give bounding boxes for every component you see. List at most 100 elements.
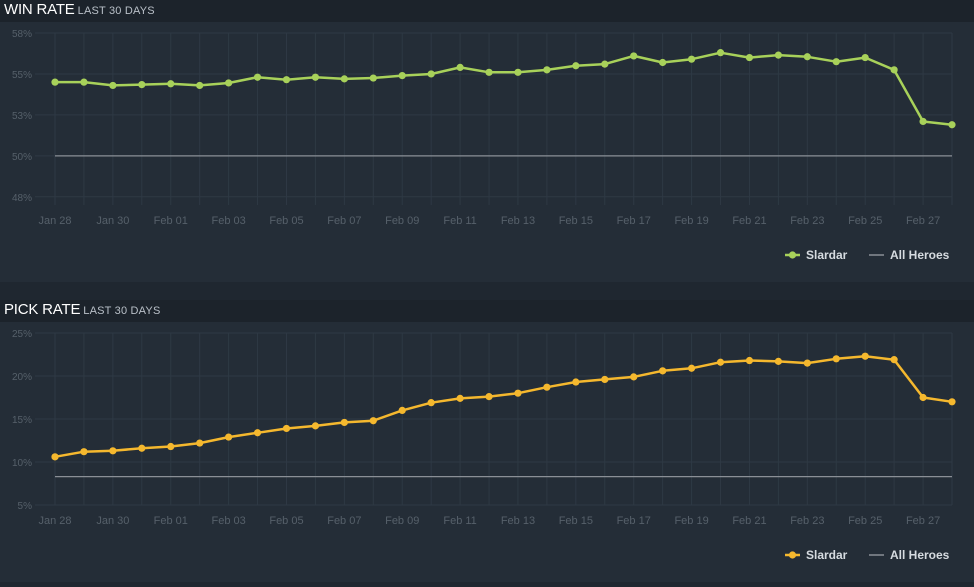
pick-rate-legend-all-heroes-label[interactable]: All Heroes: [890, 548, 950, 562]
pick-rate-series-slardar-point[interactable]: [109, 447, 117, 455]
win-rate-series-slardar-point[interactable]: [80, 78, 88, 86]
win-rate-series-slardar-point[interactable]: [253, 73, 262, 81]
pick-rate-series-slardar-line: [54, 354, 953, 459]
win-rate-series-slardar-point[interactable]: [890, 66, 898, 74]
win-rate-y-tick-label: 50%: [12, 152, 32, 163]
win-rate-subtitle: LAST 30 DAYS: [77, 5, 155, 17]
win-rate-x-tick-label: Feb 27: [906, 215, 940, 227]
win-rate-series-slardar-point[interactable]: [861, 53, 869, 62]
pick-rate-series-slardar-point[interactable]: [803, 359, 811, 367]
win-rate-series-slardar-point[interactable]: [225, 79, 233, 87]
win-rate-series-slardar-point[interactable]: [774, 51, 782, 59]
win-rate-series-slardar-point[interactable]: [543, 66, 551, 74]
win-rate-legend: Slardar All Heroes: [785, 248, 950, 262]
win-rate-y-tick-label: 48%: [12, 193, 32, 204]
pick-rate-y-tick-label: 10%: [12, 458, 32, 469]
pick-rate-series-slardar-point[interactable]: [601, 375, 609, 384]
win-rate-series-slardar-point[interactable]: [919, 117, 927, 126]
pick-rate-series-slardar-point[interactable]: [427, 399, 435, 407]
win-rate-series-slardar-point[interactable]: [138, 81, 146, 89]
win-rate-x-tick-label: Feb 21: [732, 215, 766, 227]
pick-rate-series-slardar-point[interactable]: [861, 352, 869, 360]
pick-rate-x-tick-label: Feb 25: [848, 515, 882, 527]
win-rate-series-slardar-point[interactable]: [196, 81, 204, 90]
win-rate-series-slardar-point[interactable]: [832, 58, 840, 66]
pick-rate-series-slardar-point[interactable]: [659, 367, 667, 375]
win-rate-y-tick-label: 53%: [12, 111, 32, 122]
win-rate-series-slardar-point[interactable]: [311, 73, 320, 81]
pick-rate-series-slardar-point[interactable]: [340, 418, 348, 427]
pick-rate-x-tick-label: Feb 15: [559, 515, 593, 527]
win-rate-series-slardar-point[interactable]: [485, 68, 493, 76]
win-rate-series-slardar-point[interactable]: [659, 58, 667, 67]
pick-rate-series-slardar-point[interactable]: [832, 355, 840, 363]
pick-rate-chart-area: 25% 20% 15% 10% 5% Jan 28 Jan 30 Feb 01 Feb 03 Fe…: [0, 322, 974, 582]
pick-rate-series-slardar-point[interactable]: [687, 364, 696, 372]
win-rate-x-tick-label: Feb 07: [327, 215, 361, 227]
pick-rate-x-tick-label: Feb 27: [906, 515, 940, 527]
pick-rate-x-tick-label: Feb 21: [732, 515, 766, 527]
win-rate-series-slardar-point[interactable]: [51, 78, 59, 86]
pick-rate-series-slardar-point[interactable]: [225, 433, 233, 441]
win-rate-legend-slardar-label[interactable]: Slardar: [806, 248, 848, 262]
win-rate-series-slardar-point[interactable]: [572, 62, 580, 70]
win-rate-header: WIN RATE LAST 30 DAYS: [0, 0, 974, 22]
pick-rate-series-slardar-point[interactable]: [485, 393, 493, 401]
pick-rate-series-slardar-point[interactable]: [282, 424, 291, 433]
win-rate-series-slardar-point[interactable]: [167, 80, 175, 88]
pick-rate-series-slardar-point[interactable]: [456, 394, 464, 402]
pick-rate-series-slardar-point[interactable]: [138, 444, 146, 452]
win-rate-legend-slardar-marker: [788, 251, 797, 259]
win-rate-series-slardar-point[interactable]: [514, 68, 522, 76]
pick-rate-legend-slardar-marker: [788, 551, 797, 559]
pick-rate-x-tick-label: Feb 05: [269, 515, 303, 527]
pick-rate-series-slardar-point[interactable]: [51, 453, 59, 461]
pick-rate-series-slardar-point[interactable]: [398, 406, 406, 414]
win-rate-y-tick-label: 58%: [12, 29, 32, 40]
pick-rate-series-slardar-point[interactable]: [745, 356, 754, 365]
pick-rate-series-slardar-point[interactable]: [311, 422, 320, 430]
pick-rate-series-slardar-point[interactable]: [167, 442, 175, 451]
win-rate-series-slardar-point[interactable]: [687, 55, 696, 63]
win-rate-y-tick-label: 55%: [12, 70, 32, 81]
win-rate-series-slardar-point[interactable]: [803, 53, 811, 61]
win-rate-chart-area: 58% 55% 53% 50% 48% Jan 28 Jan 30 Feb 01 Feb 03 F…: [0, 22, 974, 282]
pick-rate-x-tick-label: Feb 23: [790, 515, 824, 527]
win-rate-series-slardar-point[interactable]: [427, 70, 435, 78]
win-rate-series-slardar-point[interactable]: [109, 81, 117, 90]
pick-rate-series-slardar-point[interactable]: [919, 393, 927, 402]
win-rate-series-slardar-point[interactable]: [716, 49, 725, 57]
pick-rate-x-tick-label: Feb 03: [211, 515, 245, 527]
pick-rate-series-slardar-point[interactable]: [80, 448, 88, 456]
win-rate-legend-all-heroes-label[interactable]: All Heroes: [890, 248, 950, 262]
pick-rate-title-text: PICK RATE: [4, 301, 81, 318]
pick-rate-series-slardar-point[interactable]: [369, 417, 377, 425]
pick-rate-series-slardar-point[interactable]: [196, 439, 204, 447]
win-rate-series-slardar-point[interactable]: [948, 121, 956, 129]
win-rate-series-slardar-point[interactable]: [340, 75, 348, 83]
win-rate-x-tick-label: Jan 30: [96, 215, 129, 227]
pick-rate-series-slardar-point[interactable]: [572, 378, 580, 386]
win-rate-series-slardar-point[interactable]: [456, 63, 464, 71]
pick-rate-chart: 25% 20% 15% 10% 5% Jan 28 Jan 30 Feb 01 Feb 03 Fe…: [12, 329, 956, 562]
pick-rate-series-slardar-point[interactable]: [630, 373, 638, 381]
win-rate-series-slardar-point[interactable]: [745, 53, 754, 62]
pick-rate-series-slardar-point[interactable]: [514, 389, 522, 397]
win-rate-series-slardar-point[interactable]: [630, 52, 638, 60]
win-rate-x-tick-label: Feb 05: [269, 215, 303, 227]
pick-rate-series-slardar-point[interactable]: [253, 429, 262, 437]
pick-rate-series-slardar-point[interactable]: [890, 356, 898, 364]
pick-rate-series-slardar-point[interactable]: [543, 383, 551, 391]
pick-rate-legend-slardar-label[interactable]: Slardar: [806, 548, 848, 562]
pick-rate-series-slardar-point[interactable]: [774, 357, 782, 365]
win-rate-series-slardar-point[interactable]: [398, 71, 406, 80]
pick-rate-series-slardar-point[interactable]: [716, 358, 725, 366]
pick-rate-y-tick-label: 15%: [12, 415, 32, 426]
win-rate-x-tick-label: Feb 19: [674, 215, 708, 227]
win-rate-series-slardar-point[interactable]: [369, 74, 377, 82]
win-rate-x-tick-label: Feb 25: [848, 215, 882, 227]
win-rate-series-slardar-point[interactable]: [601, 60, 609, 68]
win-rate-series-slardar-point[interactable]: [282, 76, 291, 84]
pick-rate-series-slardar-point[interactable]: [948, 398, 956, 406]
win-rate-x-tick-label: Feb 23: [790, 215, 824, 227]
